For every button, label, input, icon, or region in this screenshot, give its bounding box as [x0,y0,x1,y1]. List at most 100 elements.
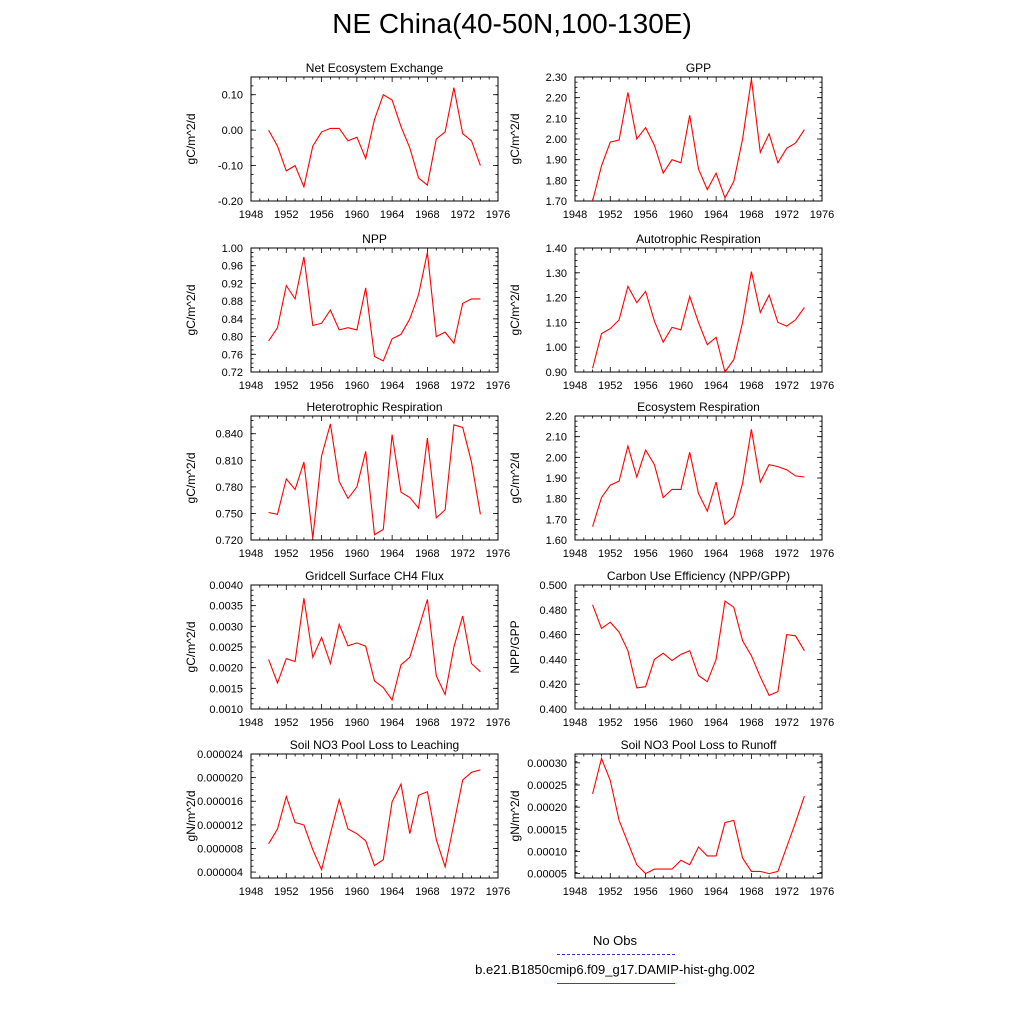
chart-2-ytick-label: 1.90 [546,155,567,167]
chart-4-ytick-label: 1.20 [546,293,567,305]
chart-8-xtick-label: 1968 [739,717,763,729]
chart-9-ytick-label: 0.000008 [197,843,243,855]
chart-6-xtick-label: 1956 [633,548,657,560]
chart-4-frame [574,247,823,373]
chart-6-frame [574,415,823,541]
chart-5-xtick-label: 1972 [450,548,474,560]
chart-2-ytick-label: 1.80 [546,175,567,187]
chart-2-xtick-label: 1948 [563,209,587,221]
chart-4-xtick-label: 1948 [563,380,587,392]
chart-3-ytick-label: 0.72 [222,367,243,379]
chart-3-xtick-label: 1964 [380,380,404,392]
chart-9-ytick-label: 0.000012 [197,820,243,832]
chart-5-ytick-label: 0.810 [215,455,243,467]
chart-1-title: Net Ecosystem Exchange [306,61,444,75]
chart-6-xtick-label: 1964 [704,548,728,560]
legend-model-label: b.e21.B1850cmip6.f09_g17.DAMIP-hist-ghg.… [475,962,755,977]
chart-10-xtick-label: 1976 [810,886,834,898]
chart-4-title: Autotrophic Respiration [636,232,761,246]
chart-5-ytick-label: 0.750 [215,508,243,520]
chart-10-series-line [592,756,805,875]
chart-3-ytick-label: 0.76 [222,349,243,361]
chart-3-xtick-label: 1952 [274,380,298,392]
chart-10-xtick-label: 1964 [704,886,728,898]
chart-7-xtick-label: 1948 [239,717,263,729]
chart-6-ytick-label: 2.10 [546,432,567,444]
chart-2-xtick-label: 1952 [598,209,622,221]
chart-9-series-line [268,769,481,872]
chart-5-ylabel: gC/m^2/d [184,453,198,504]
chart-1-ylabel: gC/m^2/d [184,114,198,165]
chart-4-ytick-label: 1.00 [546,342,567,354]
chart-5-xtick-label: 1960 [345,548,369,560]
legend-obs-line [557,954,675,955]
chart-1-ytick-label: 0.10 [222,90,243,102]
chart-10-xtick-label: 1956 [633,886,657,898]
chart-5-xtick-label: 1948 [239,548,263,560]
chart-6-ytick-label: 1.80 [546,494,567,506]
chart-6-ytick-label: 2.00 [546,452,567,464]
chart-2-xtick-label: 1972 [774,209,798,221]
chart-8-xtick-label: 1948 [563,717,587,729]
chart-2-ytick-label: 2.20 [546,93,567,105]
chart-7-series-line [268,598,481,702]
chart-1-frame [250,76,499,202]
chart-8-xtick-label: 1976 [810,717,834,729]
chart-7-xtick-label: 1952 [274,717,298,729]
chart-1-ytick-label: -0.10 [218,161,243,173]
chart-4-xtick-label: 1956 [633,380,657,392]
chart-2-title: GPP [686,61,711,75]
chart-8-xtick-label: 1964 [704,717,728,729]
chart-7-xtick-label: 1956 [309,717,333,729]
chart-7-ytick-label: 0.0020 [209,663,243,675]
chart-2-ylabel: gC/m^2/d [508,114,522,165]
chart-1-xtick-label: 1956 [309,209,333,221]
chart-2-xtick-label: 1968 [739,209,763,221]
chart-2-ytick-label: 1.70 [546,196,567,208]
chart-3-ytick-label: 0.88 [222,296,243,308]
chart-7-ytick-label: 0.0040 [209,580,243,592]
chart-9-ytick-label: 0.000024 [197,749,243,761]
legend-obs-label: No Obs [592,933,638,948]
chart-4-ylabel: gC/m^2/d [508,285,522,336]
chart-2-xtick-label: 1964 [704,209,728,221]
chart-9-xtick-label: 1960 [345,886,369,898]
chart-5-xtick-label: 1956 [309,548,333,560]
chart-10-xtick-label: 1952 [598,886,622,898]
chart-1-xtick-label: 1964 [380,209,404,221]
chart-2-ytick-label: 2.00 [546,134,567,146]
chart-4-xtick-label: 1960 [669,380,693,392]
chart-8-ylabel: NPP/GPP [508,620,522,673]
chart-5-title: Heterotrophic Respiration [306,400,442,414]
chart-5-xtick-label: 1968 [415,548,439,560]
chart-9-ylabel: gN/m^2/d [184,791,198,842]
chart-9-xtick-label: 1956 [309,886,333,898]
chart-10-ytick-label: 0.00030 [527,758,567,770]
chart-6-ylabel: gC/m^2/d [508,453,522,504]
chart-7-ytick-label: 0.0025 [209,642,243,654]
chart-10-xtick-label: 1972 [774,886,798,898]
chart-3-xtick-label: 1956 [309,380,333,392]
chart-1-xtick-label: 1952 [274,209,298,221]
chart-9-frame [250,753,499,879]
chart-6-xtick-label: 1960 [669,548,693,560]
chart-9-xtick-label: 1952 [274,886,298,898]
chart-7-frame [250,584,499,710]
chart-2-series-line [592,79,805,202]
chart-8-ytick-label: 0.400 [539,704,567,716]
chart-9-ytick-label: 0.000004 [197,867,243,879]
chart-6-xtick-label: 1948 [563,548,587,560]
chart-8-ytick-label: 0.500 [539,580,567,592]
chart-5-xtick-label: 1952 [274,548,298,560]
chart-8-ytick-label: 0.480 [539,605,567,617]
chart-6-ytick-label: 1.70 [546,514,567,526]
chart-5-ytick-label: 0.840 [215,429,243,441]
chart-4-xtick-label: 1964 [704,380,728,392]
chart-8-xtick-label: 1952 [598,717,622,729]
chart-9-xtick-label: 1972 [450,886,474,898]
chart-7-ytick-label: 0.0030 [209,621,243,633]
chart-4-ytick-label: 1.10 [546,317,567,329]
chart-10-ytick-label: 0.00015 [527,824,567,836]
chart-3-xtick-label: 1972 [450,380,474,392]
